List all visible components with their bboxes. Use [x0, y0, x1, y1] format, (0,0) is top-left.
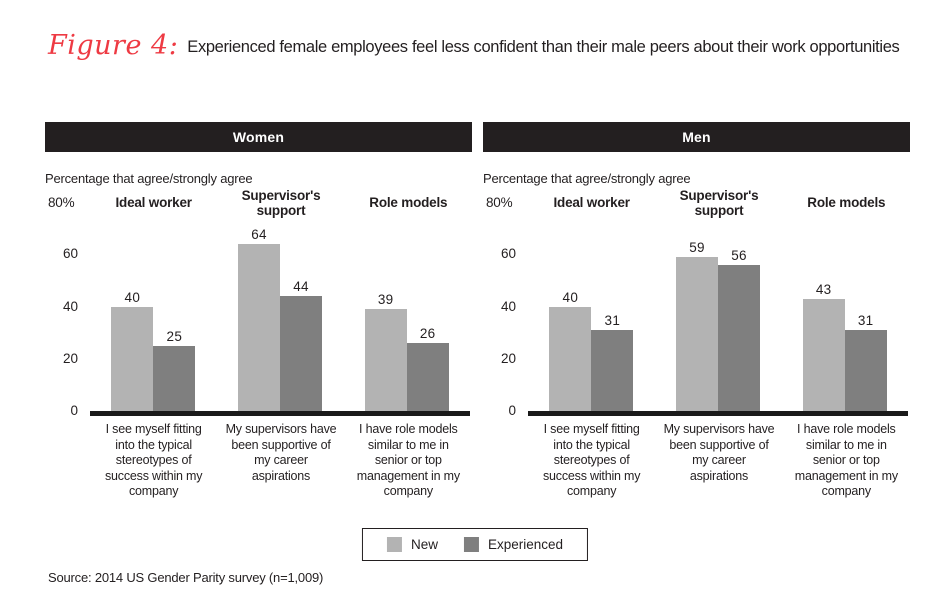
bar-value-label: 31 [857, 312, 874, 328]
bar-value-label: 64 [251, 226, 267, 242]
bar-new [802, 299, 845, 411]
bar-new [238, 244, 280, 411]
figure-title-row: Figure 4: Experienced female employees f… [48, 32, 928, 59]
bar-new [111, 307, 154, 411]
plot-area: 40 25 64 44 39 26 60 40 20 0 [45, 211, 472, 418]
legend-swatch-experienced [463, 537, 479, 552]
bar-group: 39 26 [343, 211, 470, 411]
group-title: Role models [369, 195, 448, 210]
group-title: Role models [807, 195, 886, 210]
x-axis-category-label: I see myself fitting into the typical st… [105, 422, 203, 498]
x-axis-line [90, 411, 470, 416]
panel-header-women: Women [45, 122, 472, 152]
panel-men: Men Percentage that agree/strongly agree… [483, 122, 910, 500]
y-axis-tick-label: 60 [500, 246, 516, 262]
figure-number-label: Figure 4: [48, 30, 179, 61]
bar-column-new: 40 [111, 289, 154, 411]
bar-column-experienced: 25 [153, 328, 196, 411]
bar-group: 59 56 [655, 211, 782, 411]
bar-experienced [153, 346, 196, 411]
bar-value-label: 44 [293, 278, 309, 294]
bar-column-new: 59 [676, 239, 718, 411]
x-axis-category-label: I have role models similar to me in seni… [356, 422, 460, 498]
x-labels-row: I see myself fitting into the typical st… [45, 422, 472, 500]
bar-groups: 40 31 59 56 43 31 [528, 211, 908, 411]
axis-note: Percentage that agree/strongly agree [45, 171, 253, 186]
group-title: Ideal worker [553, 195, 630, 210]
bar-value-label: 39 [377, 291, 394, 307]
bar-new [676, 257, 718, 411]
bar-value-label: 40 [562, 289, 579, 305]
group-title: Supervisor's support [679, 187, 759, 218]
y-axis-tick-label: 60 [62, 246, 78, 262]
y-axis-tick-label: 0 [70, 403, 78, 418]
group-titles-row: 80% Ideal worker Supervisor's support Role… [45, 188, 472, 218]
bar-experienced [406, 343, 449, 411]
y-axis-tick-label: 40 [500, 298, 516, 314]
bar-value-label: 31 [604, 312, 621, 328]
bar-column-experienced: 26 [406, 325, 449, 411]
bar-column-experienced: 31 [844, 312, 887, 411]
bar-value-label: 59 [689, 239, 705, 255]
legend-item-new: New [386, 537, 438, 552]
y-axis-tick-label: 20 [62, 350, 78, 366]
bar-value-label: 40 [124, 289, 141, 305]
legend-item-experienced: Experienced [463, 537, 564, 552]
bar-groups: 40 25 64 44 39 26 [90, 211, 470, 411]
x-labels-row: I see myself fitting into the typical st… [483, 422, 910, 500]
bar-column-experienced: 56 [718, 247, 760, 411]
legend-label-experienced: Experienced [487, 537, 564, 552]
bar-value-label: 25 [166, 328, 183, 344]
bar-experienced [280, 296, 322, 411]
bar-value-label: 43 [815, 281, 832, 297]
bar-group: 40 25 [90, 211, 217, 411]
y-axis-tick-label: 20 [500, 350, 516, 366]
bar-column-experienced: 31 [591, 312, 634, 411]
bar-column-new: 43 [802, 281, 845, 411]
bar-value-label: 26 [419, 325, 436, 341]
x-axis-category-label: My supervisors have been supportive of m… [663, 422, 775, 483]
bar-value-label: 56 [731, 247, 747, 263]
bar-experienced [844, 330, 887, 411]
legend-label-new: New [410, 537, 438, 552]
bar-experienced [591, 330, 634, 411]
x-axis-category-label: I have role models similar to me in seni… [794, 422, 898, 498]
bar-group: 43 31 [781, 211, 908, 411]
panel-header-men: Men [483, 122, 910, 152]
y-axis-tick-label: 40 [62, 298, 78, 314]
y-axis-top-label: 80% [486, 195, 513, 210]
x-axis-line [528, 411, 908, 416]
bar-group: 40 31 [528, 211, 655, 411]
bar-experienced [718, 265, 760, 411]
figure-title: Experienced female employees feel less c… [187, 37, 900, 56]
bar-column-experienced: 44 [280, 278, 322, 411]
source-note: Source: 2014 US Gender Parity survey (n=… [48, 570, 324, 585]
group-title: Ideal worker [115, 195, 192, 210]
legend-swatch-new [386, 537, 402, 552]
bar-new [549, 307, 592, 411]
chart-legend: New Experienced [361, 528, 589, 561]
x-axis-category-label: My supervisors have been supportive of m… [225, 422, 337, 483]
bar-new [364, 309, 407, 411]
bar-group: 64 44 [217, 211, 344, 411]
y-axis-tick-label: 0 [508, 403, 516, 418]
chart-panels: Women Percentage that agree/strongly agr… [45, 122, 910, 500]
y-axis-top-label: 80% [48, 195, 75, 210]
bar-column-new: 40 [549, 289, 592, 411]
bar-column-new: 64 [238, 226, 280, 411]
x-axis-category-label: I see myself fitting into the typical st… [543, 422, 641, 498]
group-titles-row: 80% Ideal worker Supervisor's support Role… [483, 188, 910, 218]
group-title: Supervisor's support [241, 187, 321, 218]
bar-column-new: 39 [364, 291, 407, 411]
axis-note: Percentage that agree/strongly agree [483, 171, 691, 186]
panel-women: Women Percentage that agree/strongly agr… [45, 122, 472, 500]
plot-area: 40 31 59 56 43 31 60 40 20 0 [483, 211, 910, 418]
